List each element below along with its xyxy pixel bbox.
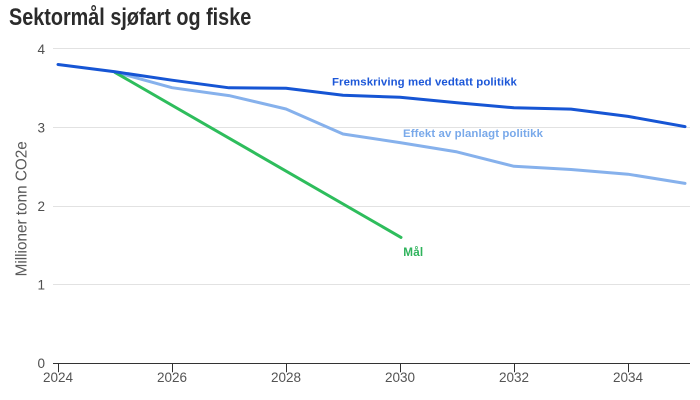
svg-text:1: 1 bbox=[37, 277, 45, 292]
svg-text:2028: 2028 bbox=[271, 370, 301, 385]
svg-text:Fremskriving med vedtatt polit: Fremskriving med vedtatt politikk bbox=[332, 76, 518, 88]
svg-text:2030: 2030 bbox=[385, 370, 415, 385]
svg-text:3: 3 bbox=[37, 120, 45, 135]
svg-text:Millioner tonn CO2e: Millioner tonn CO2e bbox=[14, 141, 31, 276]
svg-text:Effekt av planlagt politikk: Effekt av planlagt politikk bbox=[403, 128, 544, 140]
svg-text:Sektormål sjøfart og fiske: Sektormål sjøfart og fiske bbox=[9, 3, 251, 30]
svg-text:Mål: Mål bbox=[403, 246, 423, 259]
svg-text:2: 2 bbox=[37, 199, 45, 214]
svg-text:2034: 2034 bbox=[613, 370, 644, 385]
svg-text:4: 4 bbox=[37, 42, 45, 57]
svg-text:0: 0 bbox=[37, 356, 45, 371]
svg-text:2032: 2032 bbox=[499, 370, 529, 385]
svg-text:2024: 2024 bbox=[43, 370, 74, 385]
svg-text:2026: 2026 bbox=[157, 370, 187, 385]
